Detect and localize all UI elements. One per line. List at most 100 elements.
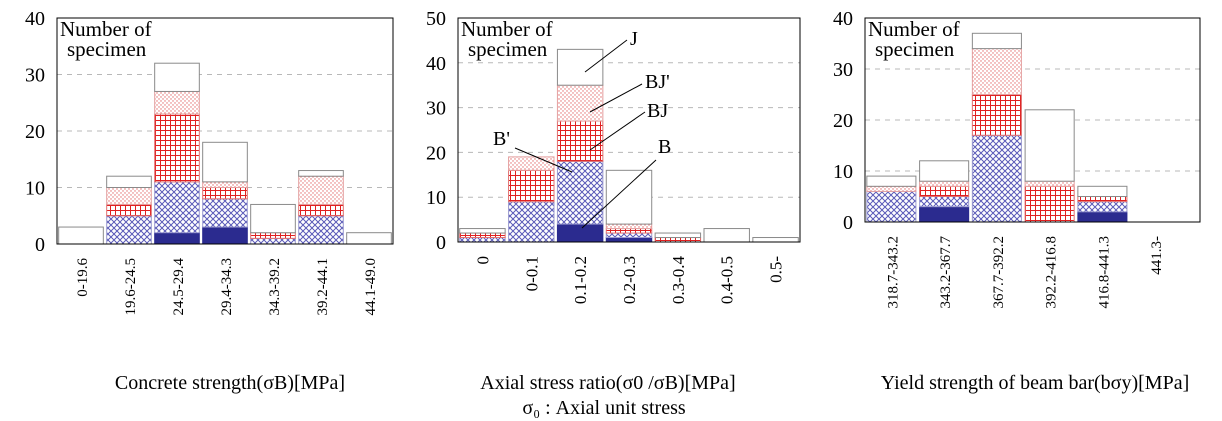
x-tick-label: 441.3- xyxy=(1149,236,1165,275)
bar-segment-b xyxy=(202,226,248,245)
bar-segment-bj-prime xyxy=(106,187,152,205)
y-tick-label: 10 xyxy=(25,178,45,200)
y-axis-label: specimen xyxy=(875,37,955,61)
bar-segment-j xyxy=(605,169,653,225)
bar-segment-j xyxy=(556,48,604,86)
bar-segment-j xyxy=(459,228,506,234)
bar-segment-b-prime xyxy=(459,237,506,243)
bar-segment-bj xyxy=(605,228,653,234)
x-tick-label: 39.2-44.1 xyxy=(315,258,331,316)
y-axis-label: specimen xyxy=(67,37,147,61)
x-tick-label: 367.7-392.2 xyxy=(991,236,1007,309)
bar-segment-b xyxy=(556,223,604,243)
bar-segment-bj xyxy=(1024,185,1075,223)
y-tick-label: 20 xyxy=(833,110,853,132)
x-tick-label: 24.5-29.4 xyxy=(171,258,187,316)
x-tick-label: 318.7-343.2 xyxy=(885,236,901,309)
bar-segment-bj-prime xyxy=(1024,180,1075,187)
x-tick-label: 0.5- xyxy=(767,256,786,283)
bar-segment-bj-prime xyxy=(605,223,653,230)
bar-segment-bj-prime xyxy=(298,175,344,205)
y-tick-label: 30 xyxy=(833,59,853,81)
callout-labels: J BJ' BJ B' B xyxy=(493,28,671,229)
bar-segment-j xyxy=(298,170,344,177)
x-tick-label: 343.2-367.7 xyxy=(938,236,954,309)
callout-BJ-prime: BJ' xyxy=(645,71,670,93)
y-tick-label: 50 xyxy=(426,8,446,30)
x-axis-label: Concrete strength(σB)[MPa] xyxy=(115,372,345,394)
y-tick-label: 10 xyxy=(426,187,446,209)
bar-segment-j xyxy=(1077,185,1128,198)
bar-segment-j xyxy=(703,228,750,243)
bar-segment-j xyxy=(919,160,970,182)
y-tick-label: 20 xyxy=(25,121,45,143)
x-tick-label: 0 xyxy=(473,256,492,265)
bar-segment-j xyxy=(346,232,392,245)
y-tick-label: 30 xyxy=(426,98,446,120)
x-tick-label: 44.1-49.0 xyxy=(363,258,379,316)
bar-segment-bj-prime xyxy=(154,90,200,115)
callout-line-J xyxy=(584,39,628,73)
x-tick-label: 19.6-24.5 xyxy=(123,258,139,316)
bar-segment-j xyxy=(866,175,917,187)
plot-frame xyxy=(56,17,394,245)
bar-segment-bj-prime xyxy=(202,181,248,189)
callout-line-BJ-prime xyxy=(589,83,643,113)
callout-line-B-prime xyxy=(514,147,573,173)
bar-segment-bj xyxy=(250,232,296,239)
bar-segment-bj-prime xyxy=(919,180,970,187)
callout-J: J xyxy=(630,28,638,50)
x-tick-label: 0-0.1 xyxy=(522,256,541,291)
bar-segment-bj-prime xyxy=(866,185,917,192)
bar-segment-b xyxy=(605,237,653,243)
bar-segment-j xyxy=(154,62,200,92)
bar-segment-j xyxy=(1024,109,1075,182)
x-tick-label: 34.3-39.2 xyxy=(267,258,283,316)
x-axis-label: Axial stress ratio(σ0 /σB)[MPa] xyxy=(480,372,735,394)
bar-segment-bj xyxy=(508,169,555,203)
bar-segment-b-prime xyxy=(605,232,653,239)
x-tick-label: 0.2-0.3 xyxy=(620,256,639,304)
y-tick-label: 40 xyxy=(25,8,45,30)
x-tick-label: 392.2-416.8 xyxy=(1044,236,1060,309)
x-axis-label: Yield strength of beam bar(bσy)[MPa] xyxy=(881,372,1189,394)
bar-segment-b xyxy=(919,206,970,223)
y-tick-label: 40 xyxy=(833,8,853,30)
plot-frame xyxy=(864,17,1201,223)
y-tick-label: 0 xyxy=(35,234,45,256)
bar-segment-b-prime xyxy=(556,160,604,225)
bar-segment-b-prime xyxy=(971,134,1022,223)
x-tick-label: 0.3-0.4 xyxy=(669,256,688,305)
x-tick-label: 0.4-0.5 xyxy=(718,256,737,304)
y-tick-label: 10 xyxy=(833,161,853,183)
bar-segment-bj xyxy=(971,94,1022,136)
bar-segment-b-prime xyxy=(298,215,344,245)
bar-segment-b-prime xyxy=(202,198,248,228)
bar-segment-b-prime xyxy=(919,196,970,208)
chart-panel-yield-strength: 0 10 20 30 40 318.7-343.2 343.2-367.7 367.7-392… xyxy=(833,8,1201,394)
callout-B-prime: B' xyxy=(493,128,510,150)
bar-segment-bj xyxy=(654,237,702,243)
bar-segment-bj xyxy=(298,203,344,217)
bar-segment-j xyxy=(250,203,296,234)
bar-segment-j xyxy=(106,175,152,188)
callout-BJ: BJ xyxy=(647,100,668,122)
bar-segment-j xyxy=(654,232,702,239)
bar-segment-b xyxy=(154,232,200,245)
y-tick-label: 20 xyxy=(426,142,446,164)
bar-segment-bj xyxy=(556,120,604,162)
x-tick-label: 0.1-0.2 xyxy=(571,256,590,304)
axial-unit-stress-note: σ₀ : Axial unit stress xyxy=(522,397,686,419)
bar-segment-b xyxy=(1077,211,1128,223)
bar-segment-b-prime xyxy=(1077,201,1128,213)
y-axis-label: Number of xyxy=(461,17,553,41)
x-tick-label: 29.4-34.3 xyxy=(219,258,235,316)
bar-segment-bj xyxy=(106,203,152,217)
plot-frame xyxy=(457,17,801,243)
y-tick-label: 40 xyxy=(426,53,446,75)
bar-segment-bj xyxy=(459,232,506,239)
bar-segment-b-prime xyxy=(508,201,555,243)
y-axis-label: Number of xyxy=(868,17,960,41)
bar-segment-j xyxy=(58,226,104,245)
